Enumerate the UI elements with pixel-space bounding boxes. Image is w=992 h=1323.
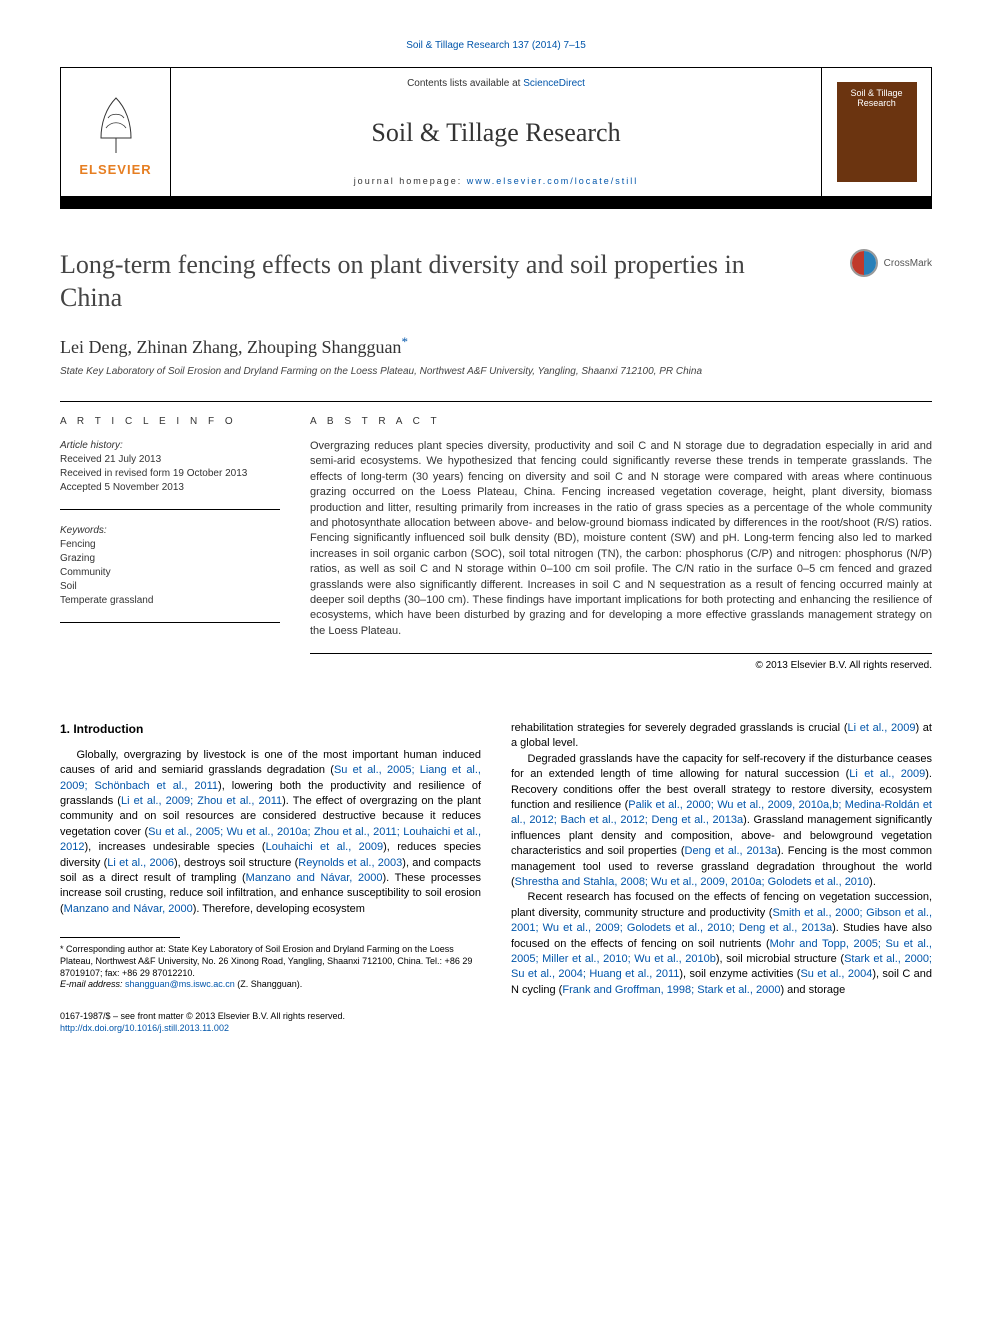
body-paragraph: Recent research has focused on the effec… <box>511 890 932 998</box>
abstract-copyright: © 2013 Elsevier B.V. All rights reserved… <box>310 660 932 671</box>
journal-reference: Soil & Tillage Research 137 (2014) 7–15 <box>60 40 932 51</box>
homepage-link[interactable]: www.elsevier.com/locate/still <box>467 176 639 186</box>
text: ). <box>869 876 876 888</box>
history-label: Article history: <box>60 439 280 453</box>
abstract-head: A B S T R A C T <box>310 416 932 427</box>
citation-link[interactable]: Shrestha and Stahla, 2008; Wu et al., 20… <box>515 876 870 888</box>
footnote-rule <box>60 937 180 938</box>
body-paragraph: Degraded grasslands have the capacity fo… <box>511 752 932 891</box>
keyword: Temperate grassland <box>60 594 280 608</box>
sciencedirect-link[interactable]: ScienceDirect <box>523 78 585 89</box>
text: rehabilitation strategies for severely d… <box>511 722 847 734</box>
cover-cell: Soil & Tillage Research <box>821 68 931 196</box>
header-center: Contents lists available at ScienceDirec… <box>171 68 821 196</box>
publisher-cell: ELSEVIER <box>61 68 171 196</box>
title-row: Long-term fencing effects on plant diver… <box>60 249 932 314</box>
section-heading: 1. Introduction <box>60 721 481 738</box>
body-left-column: 1. Introduction Globally, overgrazing by… <box>60 721 481 1034</box>
journal-name: Soil & Tillage Research <box>371 118 620 148</box>
citation-link[interactable]: Louhaichi et al., 2009 <box>266 841 384 853</box>
abstract-column: A B S T R A C T Overgrazing reduces plan… <box>310 401 932 671</box>
doi-link[interactable]: http://dx.doi.org/10.1016/j.still.2013.1… <box>60 1023 229 1033</box>
body-columns: 1. Introduction Globally, overgrazing by… <box>60 721 932 1034</box>
header-black-bar <box>60 197 932 209</box>
authors-text: Lei Deng, Zhinan Zhang, Zhouping Shanggu… <box>60 337 401 357</box>
crossmark-label: CrossMark <box>884 258 932 269</box>
footnote-email-line: E-mail address: shangguan@ms.iswc.ac.cn … <box>60 979 481 991</box>
keywords-block: Keywords: Fencing Grazing Community Soil… <box>60 524 280 623</box>
history-line: Received 21 July 2013 <box>60 453 280 467</box>
text: ), increases undesirable species ( <box>84 841 265 853</box>
article-info-column: A R T I C L E I N F O Article history: R… <box>60 401 280 671</box>
citation-link[interactable]: Reynolds et al., 2003 <box>298 857 402 869</box>
citation-link[interactable]: Li et al., 2006 <box>107 857 174 869</box>
citation-link[interactable]: Deng et al., 2013a <box>685 845 778 857</box>
keyword: Community <box>60 566 280 580</box>
abstract-text: Overgrazing reduces plant species divers… <box>310 439 932 654</box>
keyword: Grazing <box>60 552 280 566</box>
email-tail: (Z. Shangguan). <box>235 979 303 989</box>
keywords-label: Keywords: <box>60 524 280 538</box>
article-info-head: A R T I C L E I N F O <box>60 416 280 427</box>
citation-link[interactable]: Manzano and Návar, 2000 <box>64 903 193 915</box>
journal-cover-thumb: Soil & Tillage Research <box>837 82 917 182</box>
history-line: Received in revised form 19 October 2013 <box>60 467 280 481</box>
citation-link[interactable]: Li et al., 2009; Zhou et al., 2011 <box>121 795 282 807</box>
text: ), destroys soil structure ( <box>174 857 298 869</box>
keyword: Soil <box>60 580 280 594</box>
meta-abstract-row: A R T I C L E I N F O Article history: R… <box>60 401 932 671</box>
elsevier-tree-icon <box>86 88 146 158</box>
history-line: Accepted 5 November 2013 <box>60 481 280 495</box>
text: ), soil enzyme activities ( <box>679 968 800 980</box>
citation-link[interactable]: Li et al., 2009 <box>849 768 925 780</box>
author-list: Lei Deng, Zhinan Zhang, Zhouping Shanggu… <box>60 334 932 358</box>
bottom-meta: 0167-1987/$ – see front matter © 2013 El… <box>60 1011 481 1034</box>
elsevier-wordmark: ELSEVIER <box>79 162 151 177</box>
journal-header: ELSEVIER Contents lists available at Sci… <box>60 67 932 197</box>
citation-link[interactable]: Manzano and Návar, 2000 <box>246 872 383 884</box>
citation-link[interactable]: Li et al., 2009 <box>847 722 915 734</box>
email-label: E-mail address: <box>60 979 125 989</box>
body-paragraph: rehabilitation strategies for severely d… <box>511 721 932 752</box>
body-right-column: rehabilitation strategies for severely d… <box>511 721 932 1034</box>
crossmark-badge[interactable]: CrossMark <box>850 249 932 277</box>
article-title: Long-term fencing effects on plant diver… <box>60 249 800 314</box>
contents-list-line: Contents lists available at ScienceDirec… <box>407 78 585 89</box>
footnote-text: * Corresponding author at: State Key Lab… <box>60 944 481 979</box>
issn-line: 0167-1987/$ – see front matter © 2013 El… <box>60 1011 481 1023</box>
text: ). Therefore, developing ecosystem <box>193 903 365 915</box>
homepage-label: journal homepage: <box>354 176 467 186</box>
text: ) and storage <box>780 984 845 996</box>
affiliation: State Key Laboratory of Soil Erosion and… <box>60 366 932 377</box>
email-link[interactable]: shangguan@ms.iswc.ac.cn <box>125 979 235 989</box>
corresponding-star: * <box>401 334 408 349</box>
article-history-block: Article history: Received 21 July 2013 R… <box>60 439 280 510</box>
corresponding-footnote: * Corresponding author at: State Key Lab… <box>60 944 481 991</box>
cover-title: Soil & Tillage Research <box>841 88 913 108</box>
homepage-line: journal homepage: www.elsevier.com/locat… <box>354 176 639 186</box>
citation-link[interactable]: Su et al., 2004 <box>800 968 872 980</box>
body-paragraph: Globally, overgrazing by livestock is on… <box>60 748 481 917</box>
citation-link[interactable]: Frank and Groffman, 1998; Stark et al., … <box>562 984 780 996</box>
text: ), soil microbial structure ( <box>716 953 844 965</box>
contents-text: Contents lists available at <box>407 78 523 89</box>
keyword: Fencing <box>60 538 280 552</box>
crossmark-icon <box>850 249 878 277</box>
